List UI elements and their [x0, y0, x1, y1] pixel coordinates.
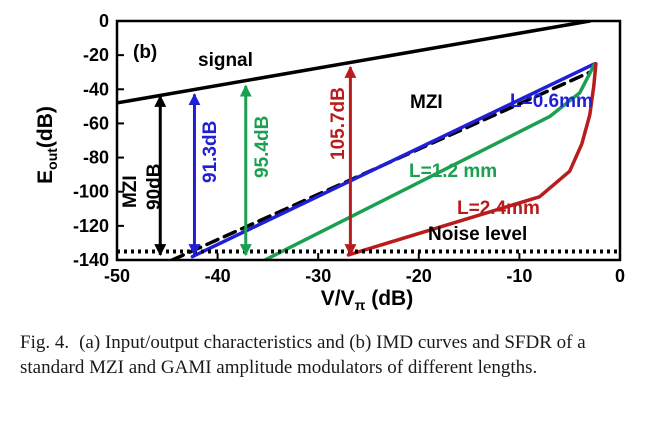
chart: 0-20-40-60-80-100-120-140 -50 -40 -30 -20 -1… [34, 11, 625, 313]
x-tick-label: -20 [406, 266, 432, 286]
x-tick-label: -40 [205, 266, 231, 286]
annotation-91-3db: 91.3dB [200, 121, 221, 183]
annotation-95-4db: 95.4dB [252, 116, 273, 178]
caption-text: (a) Input/output characteristics and (b)… [20, 332, 586, 378]
x-tick-labels: -50 -40 -30 -20 -10 0 [104, 253, 625, 286]
x-tick-label: -30 [305, 266, 331, 286]
x-tick-label: -50 [104, 266, 130, 286]
y-tick-label: 0 [99, 11, 109, 31]
series-l-0-6mm [190, 61, 597, 259]
y-tick-label: -100 [73, 182, 109, 202]
series-label-noise: Noise level [428, 224, 527, 245]
annotation-mzi-value: 90dB [144, 164, 165, 210]
annotation-mzi-label: MZI [120, 175, 141, 208]
y-axis-label: Eout(dB) [34, 106, 60, 184]
x-tick-label: 0 [615, 266, 625, 286]
series-signal [117, 21, 592, 105]
y-tick-label: -40 [83, 79, 109, 99]
y-tick-label: -80 [83, 148, 109, 168]
y-tick-label: -20 [83, 45, 109, 65]
caption-label: Fig. 4. [20, 332, 70, 353]
x-axis-label: V/Vπ (dB) [321, 287, 413, 313]
plot-frame [115, 19, 622, 262]
y-tick-label: -140 [73, 250, 109, 270]
y-tick-label: -60 [83, 113, 109, 133]
series-label-l12: L=1.2 mm [409, 161, 497, 182]
series-l-1-2-mm [261, 61, 597, 260]
series-label-mzi: MZI [410, 92, 443, 113]
annotation-105-7db: 105.7dB [328, 87, 349, 160]
y-tick-label: -120 [73, 216, 109, 236]
x-tick-label: -10 [506, 266, 532, 286]
series-label-signal: signal [198, 50, 253, 71]
y-tick-labels: 0 -20 -40 -60 -80 -100 -120 -140 [73, 11, 124, 270]
panel-label: (b) [133, 42, 157, 63]
figure-caption: Fig. 4. (a) Input/output characteristics … [20, 330, 640, 380]
series-label-l06: L=0.6mm [510, 91, 593, 112]
series-l-2-4mm [346, 61, 598, 257]
plot-area [115, 19, 622, 262]
series-label-l24: L=2.4mm [457, 198, 540, 219]
